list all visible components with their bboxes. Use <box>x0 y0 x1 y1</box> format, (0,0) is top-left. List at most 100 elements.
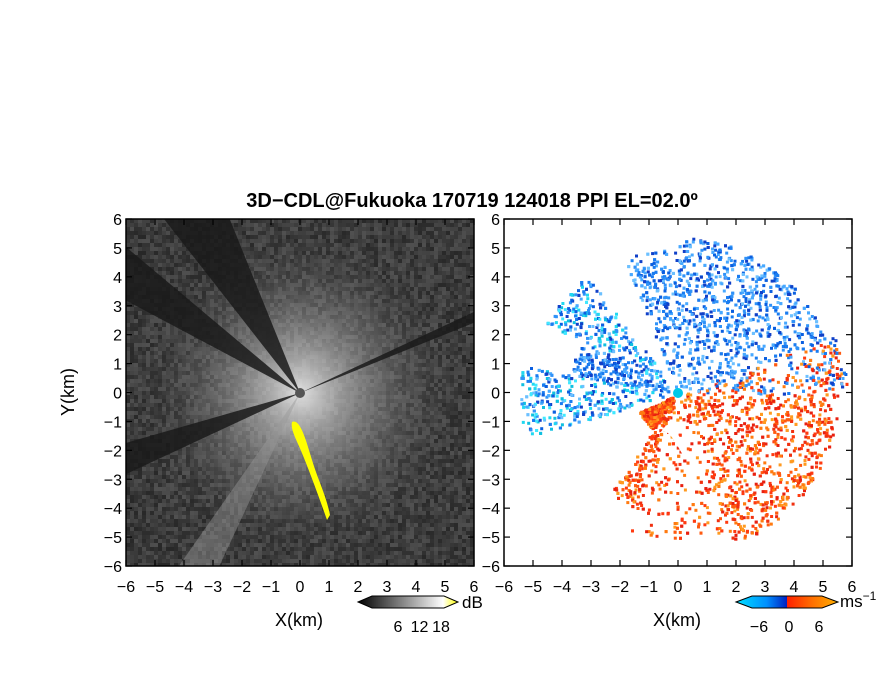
reflectivity-pixel <box>470 283 474 287</box>
reflectivity-pixel <box>130 403 134 407</box>
reflectivity-pixel <box>342 219 346 223</box>
reflectivity-pixel <box>150 351 154 355</box>
reflectivity-pixel <box>450 363 454 367</box>
reflectivity-pixel <box>466 271 470 275</box>
reflectivity-pixel <box>150 419 154 423</box>
reflectivity-pixel <box>258 239 262 243</box>
reflectivity-pixel <box>242 239 246 243</box>
reflectivity-pixel <box>470 251 474 255</box>
reflectivity-pixel <box>178 275 182 279</box>
reflectivity-pixel <box>274 235 278 239</box>
reflectivity-pixel <box>250 223 254 227</box>
reflectivity-pixel <box>378 235 382 239</box>
reflectivity-pixel <box>450 271 454 275</box>
reflectivity-pixel <box>130 331 134 335</box>
reflectivity-pixel <box>462 327 466 331</box>
reflectivity-pixel <box>454 243 458 247</box>
reflectivity-pixel <box>450 351 454 355</box>
reflectivity-pixel <box>198 279 202 283</box>
reflectivity-pixel <box>430 259 434 263</box>
reflectivity-pixel <box>410 271 414 275</box>
reflectivity-pixel <box>130 231 134 235</box>
reflectivity-pixel <box>422 227 426 231</box>
reflectivity-pixel <box>146 227 150 231</box>
reflectivity-pixel <box>154 231 158 235</box>
reflectivity-pixel <box>374 227 378 231</box>
reflectivity-pixel <box>454 431 458 435</box>
reflectivity-pixel <box>458 395 462 399</box>
reflectivity-pixel <box>134 407 138 411</box>
reflectivity-pixel <box>394 247 398 251</box>
reflectivity-pixel <box>430 251 434 255</box>
reflectivity-pixel <box>150 255 154 259</box>
reflectivity-pixel <box>422 219 426 223</box>
reflectivity-pixel <box>442 263 446 267</box>
reflectivity-pixel <box>170 243 174 247</box>
reflectivity-pixel <box>402 251 406 255</box>
reflectivity-pixel <box>334 223 338 227</box>
reflectivity-pixel <box>458 295 462 299</box>
reflectivity-pixel <box>150 223 154 227</box>
reflectivity-pixel <box>258 243 262 247</box>
reflectivity-pixel <box>406 223 410 227</box>
reflectivity-pixel <box>166 235 170 239</box>
reflectivity-pixel <box>398 271 402 275</box>
reflectivity-pixel <box>450 367 454 371</box>
reflectivity-pixel <box>342 247 346 251</box>
reflectivity-pixel <box>326 223 330 227</box>
reflectivity-pixel <box>134 227 138 231</box>
reflectivity-pixel <box>462 239 466 243</box>
reflectivity-pixel <box>378 231 382 235</box>
reflectivity-pixel <box>446 279 450 283</box>
reflectivity-pixel <box>426 239 430 243</box>
reflectivity-pixel <box>126 307 130 311</box>
reflectivity-pixel <box>250 247 254 251</box>
reflectivity-pixel <box>418 279 422 283</box>
reflectivity-pixel <box>414 279 418 283</box>
reflectivity-pixel <box>450 283 454 287</box>
reflectivity-pixel <box>306 231 310 235</box>
reflectivity-pixel <box>410 227 414 231</box>
reflectivity-pixel <box>174 279 178 283</box>
reflectivity-pixel <box>442 435 446 439</box>
reflectivity-pixel <box>414 239 418 243</box>
reflectivity-pixel <box>410 275 414 279</box>
reflectivity-pixel <box>130 379 134 383</box>
reflectivity-pixel <box>306 223 310 227</box>
reflectivity-pixel <box>326 239 330 243</box>
reflectivity-pixel <box>462 331 466 335</box>
reflectivity-pixel <box>150 347 154 351</box>
reflectivity-pixel <box>438 287 442 291</box>
reflectivity-pixel <box>146 251 150 255</box>
reflectivity-pixel <box>370 235 374 239</box>
reflectivity-pixel <box>130 351 134 355</box>
reflectivity-pixel <box>254 247 258 251</box>
reflectivity-pixel <box>310 219 314 223</box>
reflectivity-pixel <box>450 339 454 343</box>
reflectivity-pixel <box>462 311 466 315</box>
reflectivity-pixel <box>322 223 326 227</box>
reflectivity-pixel <box>406 275 410 279</box>
reflectivity-pixel <box>458 355 462 359</box>
reflectivity-pixel <box>410 291 414 295</box>
reflectivity-pixel <box>470 347 474 351</box>
reflectivity-pixel <box>178 267 182 271</box>
reflectivity-pixel <box>458 403 462 407</box>
reflectivity-pixel <box>130 411 134 415</box>
reflectivity-pixel <box>458 335 462 339</box>
reflectivity-pixel <box>370 255 374 259</box>
reflectivity-pixel <box>130 435 134 439</box>
reflectivity-pixel <box>146 427 150 431</box>
reflectivity-pixel <box>154 227 158 231</box>
reflectivity-pixel <box>162 227 166 231</box>
reflectivity-pixel <box>418 291 422 295</box>
reflectivity-pixel <box>386 243 390 247</box>
reflectivity-pixel <box>382 223 386 227</box>
reflectivity-pixel <box>230 219 234 223</box>
reflectivity-pixel <box>334 219 338 223</box>
reflectivity-pixel <box>462 343 466 347</box>
reflectivity-pixel <box>470 299 474 303</box>
reflectivity-pixel <box>250 239 254 243</box>
reflectivity-pixel <box>466 327 470 331</box>
reflectivity-pixel <box>126 311 130 315</box>
